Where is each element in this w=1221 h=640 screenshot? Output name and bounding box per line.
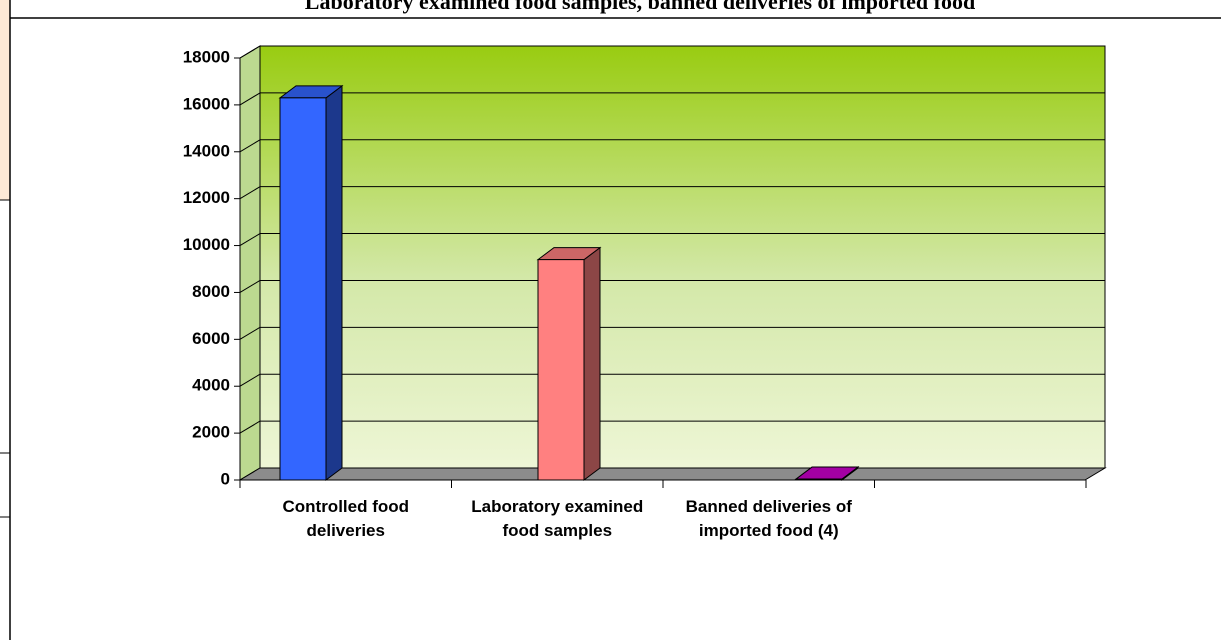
grid-line (239, 45, 261, 59)
x-tick-label: Controlled food deliveries (282, 497, 410, 540)
side-wall (239, 45, 261, 481)
y-tick-label: 12000 (183, 188, 230, 207)
grid-line (239, 233, 261, 246)
x-tick-label: Laboratory examined food samples (471, 497, 644, 540)
grid-line (239, 373, 261, 387)
y-tick-label: 16000 (183, 94, 230, 113)
grid-line (239, 280, 261, 293)
y-tick-label: 8000 (192, 282, 230, 301)
y-tick-label: 18000 (183, 47, 230, 66)
y-tick-label: 14000 (183, 141, 230, 160)
grid-line (239, 420, 261, 434)
side-panel (0, 0, 10, 200)
y-tick-label: 0 (221, 469, 230, 488)
bar-side (583, 246, 601, 481)
x-tick-label: Banned deliveries of imported food (4) (685, 497, 852, 540)
chart-title: Laboratory examined food samples, banned… (305, 0, 975, 14)
floor (238, 467, 1107, 481)
y-tick-label: 6000 (192, 329, 230, 348)
back-wall (259, 45, 1106, 469)
grid-line (239, 326, 261, 340)
y-tick-label: 4000 (192, 376, 230, 395)
y-tick-label: 2000 (192, 423, 230, 442)
grid-line (239, 92, 261, 106)
grid-line (239, 186, 261, 200)
grid-line (239, 139, 261, 153)
y-tick-label: 10000 (183, 235, 230, 254)
bar (279, 97, 327, 481)
bar-side (325, 84, 343, 481)
bar (537, 259, 585, 481)
bar (795, 478, 843, 481)
